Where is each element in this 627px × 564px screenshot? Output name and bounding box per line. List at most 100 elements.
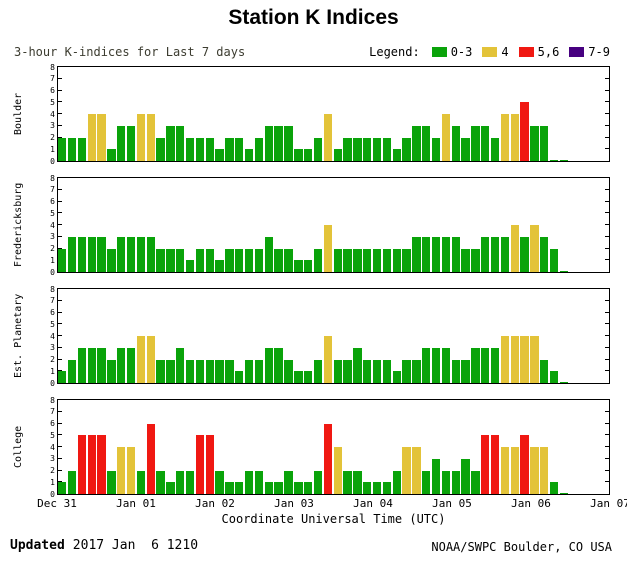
k-index-bar <box>195 359 205 383</box>
y-axis-tick-label: 3 <box>50 232 55 242</box>
y-tick-mark <box>58 299 62 301</box>
k-index-bar <box>294 149 303 161</box>
k-index-bar <box>431 347 441 383</box>
legend: Legend: 0-3 4 5,6 7-9 <box>369 45 610 59</box>
k-index-bar <box>294 260 303 272</box>
y-tick-mark <box>58 434 62 436</box>
y-axis-tick-label: 0 <box>50 378 55 388</box>
credit-text: NOAA/SWPC Boulder, CO USA <box>431 540 612 554</box>
y-tick-mark <box>58 446 62 447</box>
k-index-bar <box>166 248 175 272</box>
y-axis-tick-label: 2 <box>50 355 55 364</box>
k-index-bar <box>136 470 146 494</box>
k-index-bar <box>402 248 411 272</box>
k-index-bar <box>530 447 539 494</box>
k-index-bar <box>343 137 352 161</box>
page-title: Station K Indices <box>228 6 399 29</box>
k-index-bar <box>274 125 283 161</box>
k-index-bar <box>156 359 165 383</box>
k-index-bar <box>549 482 559 494</box>
station-panel: Est. Planetary 0 1 2 3 4 5 6 7 8 <box>13 285 610 388</box>
y-axis-tick-label: 8 <box>50 395 55 405</box>
k-index-bar <box>274 482 283 494</box>
y-axis-tick-label: 2 <box>50 466 55 475</box>
k-index-bar <box>559 382 569 383</box>
k-index-bar <box>146 336 155 383</box>
y-tick-mark <box>605 481 609 483</box>
y-tick-mark <box>605 346 609 348</box>
y-axis-tick-label: 8 <box>50 284 55 294</box>
y-tick-mark <box>605 410 609 412</box>
k-index-bar <box>235 482 244 494</box>
k-index-bar <box>549 160 559 161</box>
k-index-bar <box>382 482 392 494</box>
k-index-bar <box>372 359 382 383</box>
k-index-bar <box>126 347 136 383</box>
y-tick-mark <box>605 200 609 202</box>
k-index-bar <box>481 347 490 383</box>
y-axis-tick-label: 5 <box>50 430 55 440</box>
k-index-bar <box>294 371 303 383</box>
x-axis-title: Coordinate Universal Time (UTC) <box>221 512 446 526</box>
x-axis-tick-label: Dec 31 <box>37 497 77 510</box>
k-index-bar <box>343 248 352 272</box>
k-index-bar <box>136 236 146 272</box>
k-index-bar <box>136 114 146 161</box>
y-tick-mark <box>605 370 609 372</box>
k-index-bar <box>441 470 451 494</box>
k-index-bar <box>58 137 67 161</box>
k-index-bar <box>225 248 234 272</box>
x-axis-tick-label: Jan 01 <box>116 497 156 510</box>
k-index-bar <box>176 347 185 383</box>
k-index-bar <box>274 347 283 383</box>
updated-value: 2017 Jan 6 1210 <box>72 538 199 553</box>
y-tick-mark <box>58 77 62 79</box>
k-index-bar <box>58 482 67 494</box>
k-index-bar <box>481 125 490 161</box>
k-index-bar <box>500 336 510 383</box>
x-axis-tick-label: Jan 03 <box>274 497 314 510</box>
k-index-bar <box>343 359 352 383</box>
k-index-bar <box>431 236 441 272</box>
k-index-bar <box>441 236 451 272</box>
y-tick-mark <box>605 148 609 150</box>
k-index-bar <box>510 225 519 272</box>
x-axis-tick-label: Jan 05 <box>432 497 472 510</box>
k-index-bar <box>126 236 136 272</box>
k-index-bar <box>284 470 293 494</box>
k-index-bar <box>117 236 126 272</box>
k-index-bar <box>254 137 264 161</box>
y-tick-mark <box>605 224 609 225</box>
k-index-bar <box>176 125 185 161</box>
k-index-bar <box>530 336 539 383</box>
k-index-bar <box>461 458 470 494</box>
k-index-bar <box>500 447 510 494</box>
k-index-bar <box>107 149 116 161</box>
k-index-bar <box>363 359 372 383</box>
legend-items: 0-3 4 5,6 7-9 <box>431 45 610 59</box>
k-index-bar <box>185 359 195 383</box>
k-index-bar <box>559 493 569 494</box>
k-index-bar <box>195 137 205 161</box>
k-index-bar <box>392 149 401 161</box>
k-index-bar <box>195 248 205 272</box>
k-index-bar <box>422 125 431 161</box>
station-label: Fredericksburg <box>13 182 24 268</box>
k-index-bar <box>520 435 529 494</box>
y-axis-tick-label: 2 <box>50 244 55 253</box>
k-index-bar <box>372 137 382 161</box>
k-index-bar <box>67 137 77 161</box>
y-tick-mark <box>605 235 609 237</box>
k-index-bar <box>500 236 510 272</box>
k-index-bar <box>510 114 519 161</box>
y-tick-mark <box>58 358 62 360</box>
updated-label: Updated <box>10 538 65 553</box>
k-index-bar <box>461 137 470 161</box>
y-tick-mark <box>58 124 62 126</box>
k-index-bar <box>274 248 283 272</box>
k-index-bar <box>500 114 510 161</box>
y-axis-tick-label: 6 <box>50 197 55 206</box>
k-index-bar <box>343 470 352 494</box>
k-index-bar <box>461 359 470 383</box>
k-index-bar <box>392 248 401 272</box>
